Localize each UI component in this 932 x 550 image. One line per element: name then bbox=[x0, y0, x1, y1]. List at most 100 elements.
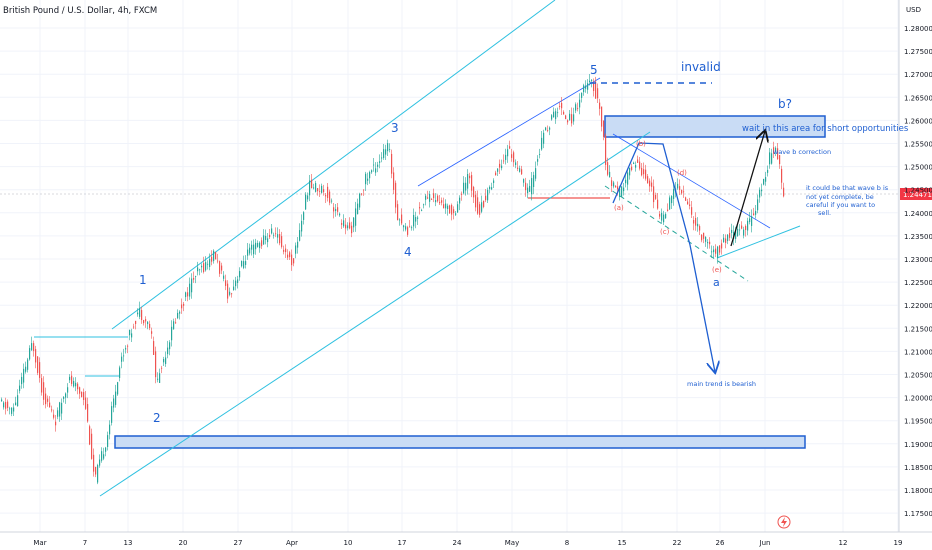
candle-body bbox=[293, 258, 295, 264]
candle-body bbox=[781, 168, 783, 183]
candle-body bbox=[761, 189, 763, 192]
symbol-title: British Pound / U.S. Dollar, 4h, FXCM bbox=[3, 6, 157, 16]
demand-zone-rect[interactable] bbox=[114, 435, 806, 449]
candle-body bbox=[451, 205, 453, 215]
candle-body bbox=[609, 171, 611, 178]
candle-body bbox=[611, 180, 613, 186]
candle-body bbox=[409, 226, 411, 228]
candle-body bbox=[67, 387, 69, 393]
candle-body bbox=[655, 194, 657, 199]
candle-body bbox=[125, 348, 127, 350]
candle-body bbox=[281, 236, 283, 247]
candle-body bbox=[631, 166, 633, 170]
price-tick-label: 1.20000 bbox=[904, 395, 932, 403]
candle-body bbox=[185, 292, 187, 297]
time-tick-label: 7 bbox=[83, 539, 87, 547]
candle-body bbox=[571, 114, 573, 124]
candle-body bbox=[753, 213, 755, 216]
time-tick-label: 8 bbox=[565, 539, 569, 547]
candle-body bbox=[729, 233, 731, 238]
candle-body bbox=[225, 280, 227, 286]
candle-body bbox=[161, 367, 163, 369]
candle-body bbox=[689, 204, 691, 206]
candle-body bbox=[539, 154, 541, 155]
candle-body bbox=[679, 186, 681, 190]
candle-body bbox=[435, 200, 437, 203]
candle-body bbox=[525, 182, 527, 191]
candle-body bbox=[21, 376, 23, 385]
candle-body bbox=[1, 399, 3, 402]
candle-body bbox=[81, 391, 83, 397]
candle-body bbox=[333, 207, 335, 212]
note-line-3: careful if you want to bbox=[806, 201, 875, 209]
candle-body bbox=[417, 217, 419, 219]
candle-body bbox=[259, 242, 261, 249]
candle-body bbox=[191, 278, 193, 293]
candle-body bbox=[653, 186, 655, 203]
wave-4-label: 4 bbox=[404, 245, 412, 259]
sub-wave-e-label: (e) bbox=[712, 266, 722, 274]
wave-5-label: 5 bbox=[590, 63, 598, 77]
candle-body bbox=[83, 392, 85, 400]
candle-body bbox=[543, 132, 545, 144]
candle-body bbox=[659, 213, 661, 217]
candle-body bbox=[253, 244, 255, 255]
candle-body bbox=[739, 229, 741, 231]
time-tick-label: Apr bbox=[286, 539, 298, 547]
candle-body bbox=[645, 169, 647, 179]
time-tick-label: 24 bbox=[453, 539, 462, 547]
candle-body bbox=[375, 168, 377, 173]
candle-body bbox=[393, 172, 395, 190]
candle-body bbox=[449, 205, 451, 214]
candle-body bbox=[767, 169, 769, 173]
candle-body bbox=[119, 367, 121, 378]
time-tick-label: 15 bbox=[618, 539, 627, 547]
candle-body bbox=[741, 225, 743, 229]
candle-body bbox=[289, 252, 291, 258]
candle-body bbox=[209, 258, 211, 268]
candle-body bbox=[553, 111, 555, 118]
candle-body bbox=[765, 177, 767, 182]
candle-body bbox=[695, 217, 697, 226]
candle-body bbox=[143, 320, 145, 324]
price-tick-label: 1.18500 bbox=[904, 464, 932, 472]
short-zone-rect[interactable] bbox=[604, 115, 826, 138]
candle-body bbox=[621, 186, 623, 197]
candle-body bbox=[221, 265, 223, 271]
candle-body bbox=[625, 179, 627, 184]
candle-body bbox=[327, 186, 329, 198]
candle-body bbox=[255, 242, 257, 250]
candle-body bbox=[285, 248, 287, 253]
candle-body bbox=[319, 190, 321, 192]
candle-body bbox=[723, 237, 725, 243]
candle-body bbox=[249, 247, 251, 254]
wave-b-question-label: b? bbox=[778, 97, 792, 111]
candle-body bbox=[279, 234, 281, 244]
candle-body bbox=[45, 393, 47, 405]
candle-body bbox=[623, 187, 625, 192]
candle-body bbox=[29, 348, 31, 360]
candle-body bbox=[419, 207, 421, 209]
candle-body bbox=[455, 213, 457, 215]
candle-body bbox=[283, 249, 285, 252]
candle-body bbox=[707, 242, 709, 244]
candle-body bbox=[599, 102, 601, 109]
candle-body bbox=[139, 308, 141, 317]
candle-body bbox=[429, 194, 431, 202]
correction-upper-line bbox=[612, 133, 771, 229]
candle-body bbox=[313, 187, 315, 189]
candle-body bbox=[489, 186, 491, 190]
candle-body bbox=[643, 169, 645, 175]
candle-body bbox=[233, 286, 235, 291]
candle-body bbox=[303, 212, 305, 220]
candle-body bbox=[757, 199, 759, 211]
candle-body bbox=[607, 162, 609, 175]
candle-body bbox=[109, 424, 111, 435]
candle-body bbox=[79, 387, 81, 394]
candle-body bbox=[549, 127, 551, 130]
candle-body bbox=[41, 378, 43, 393]
candle-body bbox=[325, 195, 327, 197]
candle-body bbox=[683, 191, 685, 193]
candle-body bbox=[447, 205, 449, 210]
